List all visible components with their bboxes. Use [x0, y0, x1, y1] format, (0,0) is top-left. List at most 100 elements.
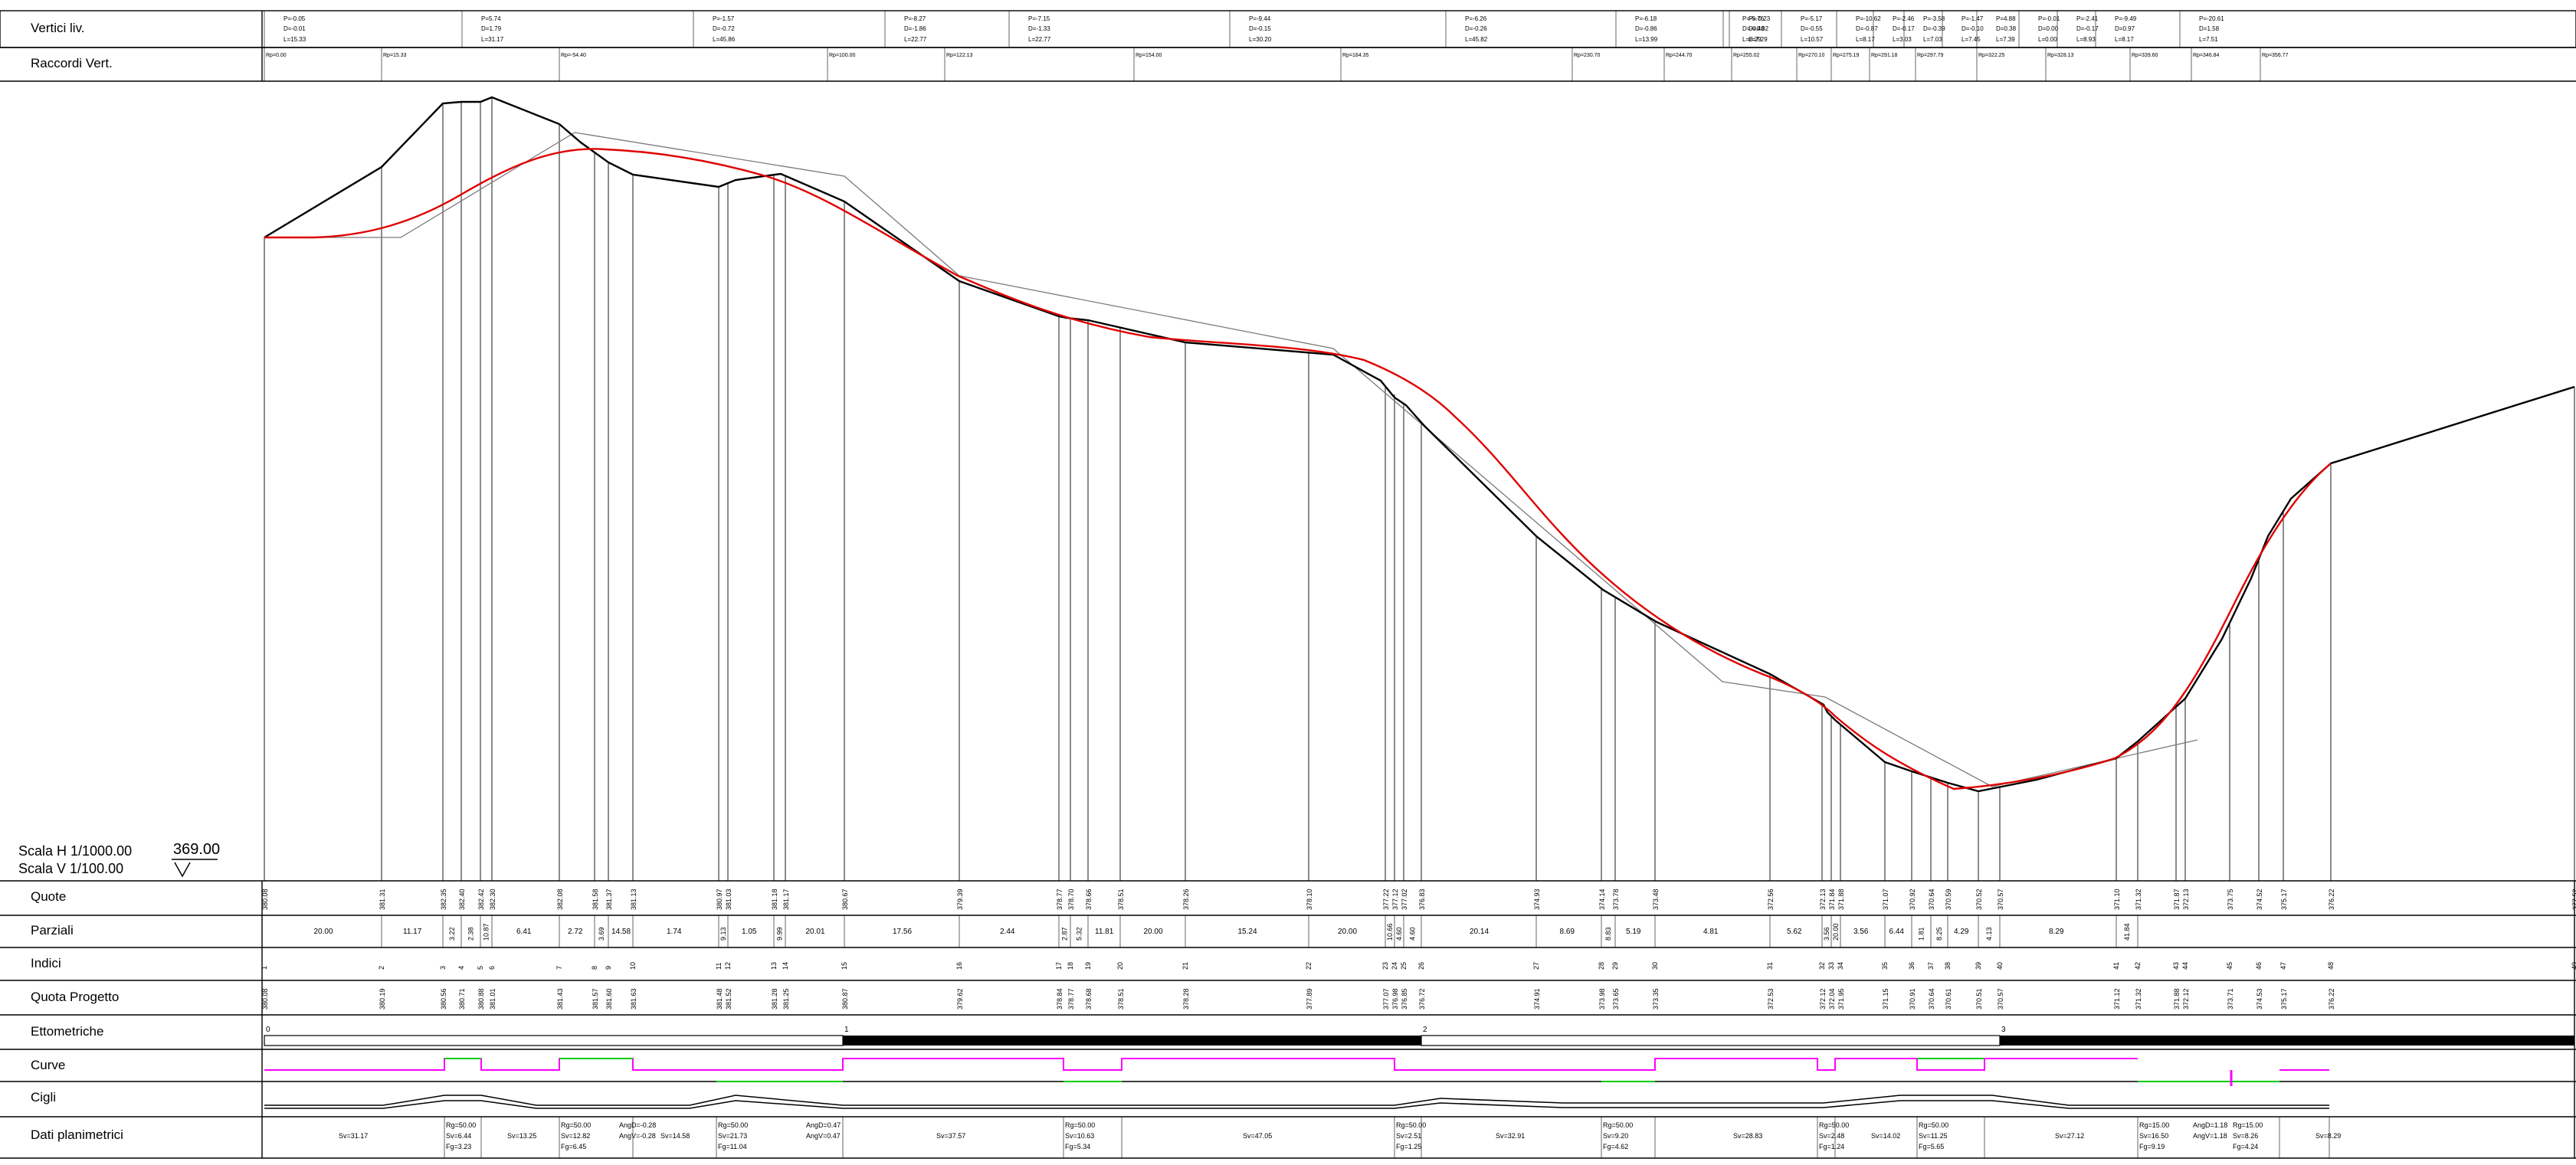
quota-progetto-value: 374.53	[2256, 988, 2263, 1010]
raccordo-value: Rp=154.00	[1136, 53, 1162, 58]
dato-planimetrico: AngD=0.47	[806, 1121, 841, 1129]
indice-value: 29	[1611, 962, 1619, 970]
quote-value: 382.30	[489, 888, 497, 910]
indice-value: 44	[2181, 962, 2189, 970]
quota-progetto-value: 376.22	[2328, 988, 2335, 1010]
indice-value: 6	[488, 966, 496, 970]
quote-value: 378.26	[1182, 888, 1190, 910]
vertice-lunghezza: L=7.29	[1748, 36, 1768, 43]
row-label-parziali: Parziali	[31, 923, 74, 938]
quote-value: 380.67	[841, 888, 849, 910]
quota-progetto-value: 372.12	[2182, 988, 2190, 1010]
dato-planimetrico: Rg=15.00	[2139, 1121, 2169, 1129]
raccordo-value: Rp=356.77	[2262, 53, 2289, 58]
vertice-lunghezza: L=10.57	[1801, 36, 1824, 43]
quota-progetto-value: 381.01	[489, 988, 497, 1010]
vertice-dislivello: D=0.00	[2038, 25, 2059, 32]
raccordo-value: Rp=184.35	[1342, 53, 1369, 58]
quota-progetto-value: 370.61	[1945, 988, 1952, 1010]
dato-planimetrico: Sv=10.63	[1065, 1132, 1094, 1140]
vertice-lunghezza: L=30.20	[1249, 36, 1272, 43]
indice-value: 32	[1818, 962, 1826, 970]
indice-value: 41	[2112, 962, 2120, 970]
parziale-value: 8.29	[2049, 928, 2064, 936]
indice-value: 2	[378, 966, 385, 970]
indice-value: 42	[2134, 962, 2142, 970]
parziale-value: 9.99	[776, 927, 784, 941]
indice-value: 35	[1881, 962, 1889, 970]
quote-value: 376.83	[1418, 888, 1426, 910]
parziale-value: 14.58	[611, 928, 631, 936]
dato-planimetrico: Fg=4.62	[1603, 1143, 1628, 1150]
dato-planimetrico: AngV=1.18	[2193, 1132, 2227, 1140]
vertice-dislivello: D=-0.17	[1893, 25, 1915, 32]
parziale-value: 3.69	[598, 927, 605, 941]
terrain-line	[264, 96, 2575, 793]
quota-progetto-value: 377.89	[1306, 988, 1313, 1010]
quote-value: 370.64	[1928, 888, 1935, 910]
quota-progetto-value: 378.84	[1056, 988, 1064, 1010]
quota-progetto-value: 373.35	[1652, 988, 1660, 1010]
vertice-lunghezza: L=0.00	[2038, 36, 2057, 43]
tangent-lines	[264, 132, 2198, 787]
indice-value: 25	[1400, 962, 1408, 970]
raccordo-value: Rp=230.70	[1574, 53, 1601, 58]
parziale-value: 8.25	[1935, 927, 1943, 941]
parziale-value: 1.74	[667, 928, 682, 936]
vertice-pendenza: P=-6.18	[1635, 15, 1657, 22]
vertice-dislivello: D=-1.33	[1028, 25, 1050, 32]
vertice-pendenza: P=-3.58	[1923, 15, 1945, 22]
quota-progetto-value: 378.68	[1085, 988, 1093, 1010]
dato-planimetrico: Sv=2.48	[1819, 1132, 1844, 1140]
vertice-pendenza: P=4.88	[1996, 15, 2016, 22]
quota-progetto-value: 370.51	[1975, 988, 1983, 1010]
vertice-dislivello: D=-1.86	[904, 25, 926, 32]
vertice-lunghezza: L=7.03	[1923, 36, 1942, 43]
vertice-pendenza: P=-10.62	[1856, 15, 1881, 22]
raccordo-value: Rp=-54.40	[561, 53, 586, 58]
indice-value: 47	[2279, 962, 2287, 970]
parziale-value: 20.00	[1338, 928, 1357, 936]
dati-planimetrici-row-content: Sv=31.17 Rg=50.00 Sv=6.44 Fg=3.23 Sv=13.25 Rg…	[339, 1117, 2341, 1158]
dato-planimetrico: Sv=8.29	[2315, 1132, 2341, 1140]
quote-value: 371.88	[1837, 888, 1845, 910]
parziale-value: 20.00	[1144, 928, 1163, 936]
parziale-value: 9.13	[719, 927, 727, 941]
row-label-cigli: Cigli	[31, 1090, 57, 1104]
vertice-lunghezza: L=45.86	[713, 36, 736, 43]
quote-value: 378.10	[1306, 888, 1313, 910]
vertice-lunghezza: L=8.29	[1742, 36, 1762, 43]
parziale-value: 2.44	[1000, 928, 1015, 936]
vertice-dislivello: D=-0.48	[1742, 25, 1765, 32]
quote-value: 378.77	[1056, 888, 1064, 910]
vertical-scale-label: Scala V 1/100.00	[18, 861, 124, 876]
datum-elevation-label: 369.00	[173, 841, 221, 858]
quota-progetto-value: 372.12	[1819, 988, 1827, 1010]
dato-planimetrico: Fg=5.34	[1065, 1143, 1090, 1150]
dato-planimetrico: Sv=6.44	[446, 1132, 471, 1140]
parziale-value: 4.13	[1985, 927, 1993, 941]
raccordo-value: Rp=255.02	[1733, 53, 1760, 58]
dato-planimetrico: Sv=16.50	[2139, 1132, 2168, 1140]
parziale-value: 11.81	[1095, 928, 1114, 936]
row-label-ettometriche: Ettometriche	[31, 1024, 104, 1039]
indice-value: 40	[1996, 962, 2004, 970]
vertice-dislivello: D=-0.01	[283, 25, 306, 32]
vertice-dislivello: D=-0.72	[713, 25, 735, 32]
hectometer-segment-2	[843, 1036, 1421, 1046]
indice-value: 36	[1908, 962, 1916, 970]
vertice-dislivello: D=1.79	[481, 25, 502, 32]
raccordo-value: Rp=322.25	[1978, 53, 2005, 58]
vertice-pendenza: P=-2.46	[1893, 15, 1915, 22]
indice-value: 7	[556, 966, 563, 970]
indice-value: 5	[477, 966, 484, 970]
hectometer-segment-1	[264, 1035, 844, 1046]
vertice-lunghezza: L=31.17	[481, 36, 504, 43]
quote-value: 370.92	[1909, 888, 1916, 910]
vertice-lunghezza: L=3.03	[1893, 36, 1912, 43]
vertice-pendenza: P=-0.01	[2038, 15, 2060, 22]
vertice-dislivello: D=1.58	[2199, 25, 2220, 32]
quota-progetto-value: 381.48	[716, 988, 723, 1010]
parziale-value: 8.69	[1560, 928, 1575, 936]
